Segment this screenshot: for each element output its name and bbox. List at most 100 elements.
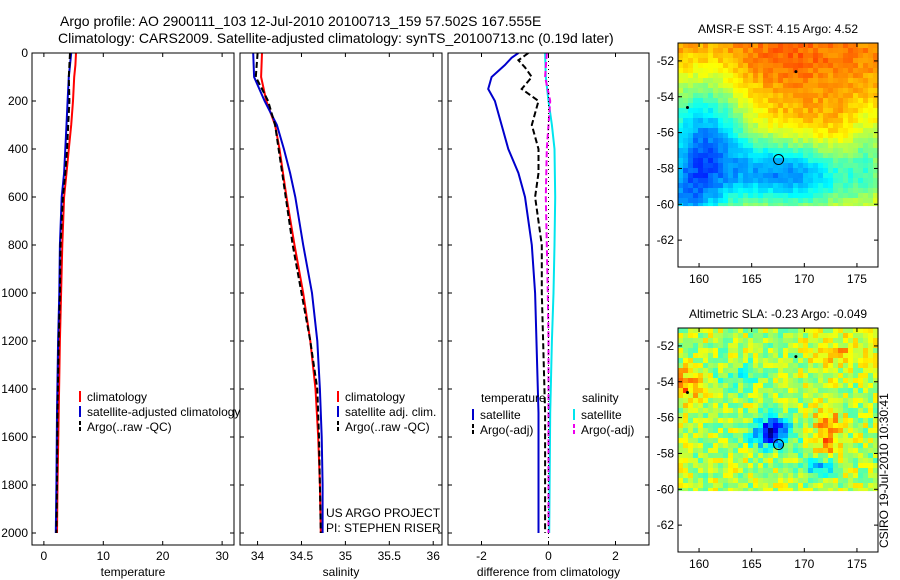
field-cell xyxy=(803,138,809,144)
field-cell xyxy=(718,103,724,109)
field-cell xyxy=(698,328,704,334)
field-cell xyxy=(793,113,799,119)
field-cell xyxy=(678,163,684,169)
field-cell xyxy=(813,383,819,389)
field-cell xyxy=(783,378,789,384)
field-cell xyxy=(863,453,869,459)
field-cell xyxy=(748,43,754,49)
field-cell xyxy=(713,158,719,164)
field-cell xyxy=(688,48,694,54)
field-cell xyxy=(843,178,849,184)
field-cell xyxy=(753,448,759,454)
y-tick-label: 2000 xyxy=(1,526,28,540)
field-cell xyxy=(808,438,814,444)
field-cell xyxy=(743,83,749,89)
field-cell xyxy=(798,358,804,364)
field-cell xyxy=(718,193,724,199)
field-cell xyxy=(708,348,714,354)
field-cell xyxy=(848,98,854,104)
y-tick-label: 1600 xyxy=(1,430,28,444)
field-cell xyxy=(838,188,844,194)
x-tick-label: -2 xyxy=(476,549,487,563)
field-cell xyxy=(738,388,744,394)
field-cell xyxy=(858,483,864,489)
field-cell xyxy=(838,328,844,334)
field-cell xyxy=(703,453,709,459)
field-cell xyxy=(693,173,699,179)
x-tick-label: 0 xyxy=(41,549,48,563)
field-cell xyxy=(808,158,814,164)
field-cell xyxy=(828,113,834,119)
x-tick-label: 165 xyxy=(742,272,762,286)
field-cell xyxy=(688,373,694,379)
field-cell xyxy=(823,463,829,469)
field-cell xyxy=(848,178,854,184)
field-cell xyxy=(778,88,784,94)
field-cell xyxy=(733,343,739,349)
field-cell xyxy=(758,453,764,459)
field-cell xyxy=(858,138,864,144)
field-cell xyxy=(793,73,799,79)
field-cell xyxy=(678,408,684,414)
field-cell xyxy=(863,138,869,144)
field-cell xyxy=(683,168,689,174)
field-cell xyxy=(828,73,834,79)
field-cell xyxy=(788,398,794,404)
field-cell xyxy=(778,173,784,179)
field-cell xyxy=(718,448,724,454)
field-cell xyxy=(793,43,799,49)
field-cell xyxy=(868,118,874,124)
field-cell xyxy=(768,468,774,474)
field-cell xyxy=(858,188,864,194)
field-cell xyxy=(753,383,759,389)
field-cell xyxy=(683,343,689,349)
field-cell xyxy=(873,133,879,139)
field-cell xyxy=(818,358,824,364)
legend-label-0: climatology xyxy=(87,390,147,404)
field-cell xyxy=(753,103,759,109)
credit-line-2: PI: STEPHEN RISER xyxy=(326,521,441,535)
field-cell xyxy=(813,193,819,199)
field-cell xyxy=(728,478,734,484)
field-cell xyxy=(768,63,774,69)
field-cell xyxy=(803,88,809,94)
field-cell xyxy=(828,388,834,394)
field-cell xyxy=(828,418,834,424)
field-cell xyxy=(848,373,854,379)
field-cell xyxy=(818,188,824,194)
field-cell xyxy=(793,363,799,369)
field-cell xyxy=(778,363,784,369)
field-cell xyxy=(803,343,809,349)
field-cell xyxy=(843,433,849,439)
field-cell xyxy=(793,423,799,429)
field-cell xyxy=(868,408,874,414)
field-cell xyxy=(828,328,834,334)
field-cell xyxy=(793,168,799,174)
field-cell xyxy=(688,118,694,124)
field-cell xyxy=(853,363,859,369)
field-cell xyxy=(718,53,724,59)
field-cell xyxy=(743,158,749,164)
field-cell xyxy=(678,173,684,179)
field-cell xyxy=(838,488,844,492)
field-cell xyxy=(828,198,834,204)
field-cell xyxy=(848,463,854,469)
x-tick-label: 0 xyxy=(545,549,552,563)
field-cell xyxy=(703,183,709,189)
field-cell xyxy=(813,458,819,464)
field-cell xyxy=(793,403,799,409)
field-cell xyxy=(753,158,759,164)
field-cell xyxy=(848,118,854,124)
field-cell xyxy=(723,438,729,444)
field-cell xyxy=(723,63,729,69)
field-cell xyxy=(693,48,699,54)
field-cell xyxy=(818,473,824,479)
x-tick-label: 30 xyxy=(215,549,229,563)
field-cell xyxy=(863,168,869,174)
field-cell xyxy=(873,363,879,369)
field-cell xyxy=(748,48,754,54)
field-cell xyxy=(798,88,804,94)
field-cell xyxy=(688,188,694,194)
field-cell xyxy=(753,433,759,439)
field-cell xyxy=(868,353,874,359)
